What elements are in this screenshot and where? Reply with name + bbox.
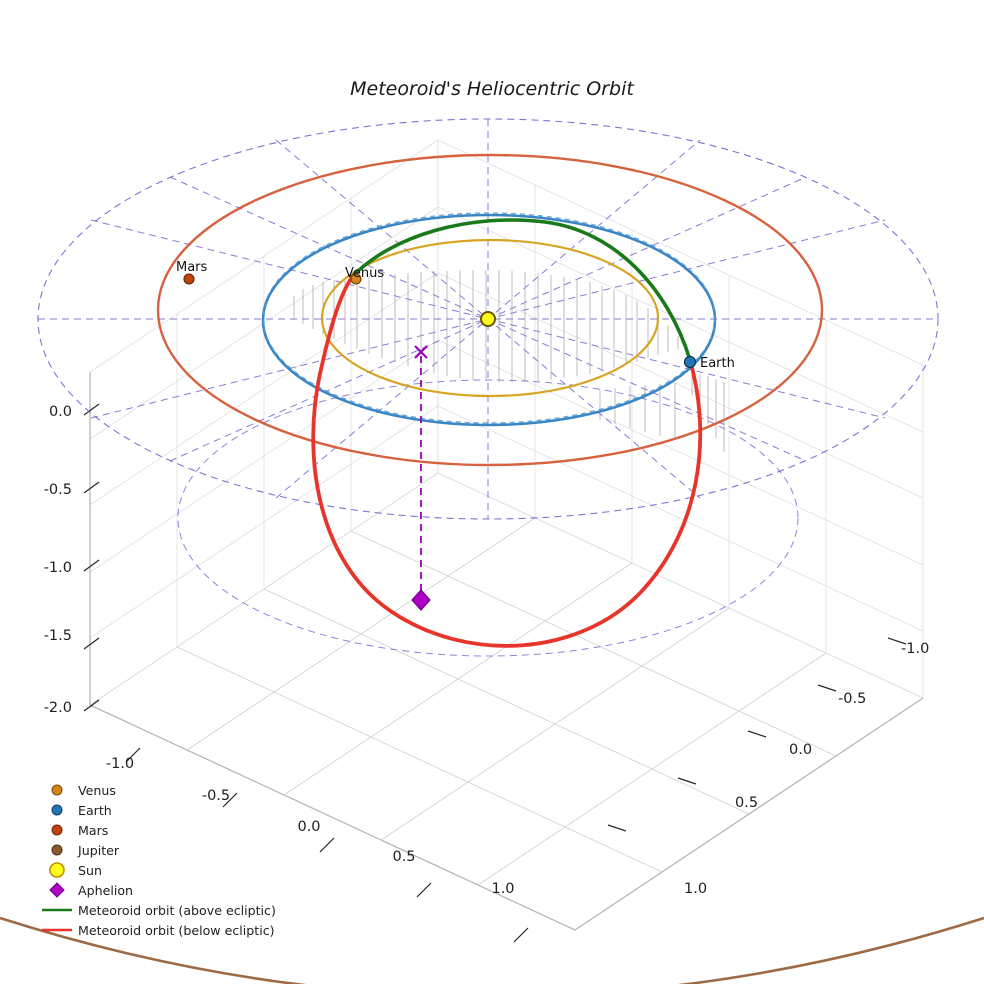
x-axis-spine bbox=[89, 704, 576, 931]
legend-item-jupiter[interactable]: Jupiter bbox=[51, 843, 120, 858]
meteoroid-orbit-below-ecliptic bbox=[311, 275, 703, 648]
venus-orbit bbox=[320, 238, 660, 398]
aphelion-diamond-marker bbox=[411, 589, 431, 611]
legend-label-earth: Earth bbox=[78, 803, 112, 818]
legend-item-mars[interactable]: Mars bbox=[51, 823, 108, 838]
aphelion-legend-icon bbox=[49, 882, 65, 898]
y-tick-4: 1.0 bbox=[684, 881, 707, 897]
x-tick-2: 0.0 bbox=[297, 819, 320, 835]
y-tick-0: -1.0 bbox=[901, 641, 929, 657]
mars-orbit bbox=[156, 153, 824, 467]
legend-label-mars: Mars bbox=[78, 823, 108, 838]
legend-item-meteoroid-below[interactable]: Meteoroid orbit (below ecliptic) bbox=[42, 923, 275, 938]
x-tick-3: 0.5 bbox=[392, 849, 415, 865]
aphelion-indicator bbox=[411, 345, 431, 611]
legend-item-sun[interactable]: Sun bbox=[49, 862, 102, 878]
venus-label: Venus bbox=[345, 266, 384, 281]
jupiter-orbit-projection bbox=[177, 379, 799, 657]
z-tick-3: -1.5 bbox=[44, 628, 72, 644]
x-tick-0: -1.0 bbox=[106, 756, 134, 772]
sun-legend-icon bbox=[49, 862, 65, 878]
legend-label-sun: Sun bbox=[78, 863, 102, 878]
y-axis-spine bbox=[574, 697, 924, 931]
legend-label-aphelion: Aphelion bbox=[78, 883, 133, 898]
y-tick-1: -0.5 bbox=[838, 691, 866, 707]
mars-marker bbox=[183, 273, 195, 285]
mars-label: Mars bbox=[176, 260, 208, 275]
tick-marks bbox=[83, 403, 907, 943]
z-tick-0: 0.0 bbox=[49, 404, 72, 420]
x-axis-tick-labels: -1.0 -0.5 0.0 0.5 1.0 bbox=[106, 756, 515, 897]
y-tick-2: 0.0 bbox=[789, 742, 812, 758]
earth-marker bbox=[683, 355, 697, 369]
meteoroid-orbit bbox=[311, 218, 703, 648]
x-tick-4: 1.0 bbox=[491, 881, 514, 897]
aphelion-projection-x-marker bbox=[414, 345, 428, 359]
sun-marker bbox=[480, 311, 496, 327]
earth-legend-icon bbox=[51, 804, 63, 816]
legend-label-jupiter: Jupiter bbox=[77, 843, 120, 858]
chart-title: Meteoroid's Heliocentric Orbit bbox=[350, 78, 635, 100]
legend-label-meteoroid-below: Meteoroid orbit (below ecliptic) bbox=[78, 923, 275, 938]
legend-item-venus[interactable]: Venus bbox=[51, 783, 116, 798]
jupiter-legend-icon bbox=[51, 844, 63, 856]
legend[interactable]: Venus Earth Mars Jupiter Sun Aphelion bbox=[42, 783, 276, 938]
earth-label: Earth bbox=[700, 356, 735, 371]
venus-marker bbox=[350, 273, 362, 285]
legend-label-venus: Venus bbox=[78, 783, 116, 798]
y-tick-3: 0.5 bbox=[735, 795, 758, 811]
earth-orbit bbox=[261, 212, 717, 427]
legend-item-earth[interactable]: Earth bbox=[51, 803, 112, 818]
planet-markers: Venus Earth Mars bbox=[176, 260, 735, 371]
legend-item-meteoroid-above[interactable]: Meteoroid orbit (above ecliptic) bbox=[42, 903, 276, 918]
y-axis-tick-labels: -1.0 -0.5 0.0 0.5 1.0 bbox=[684, 641, 929, 897]
mars-legend-icon bbox=[51, 824, 63, 836]
x-tick-1: -0.5 bbox=[202, 788, 230, 804]
legend-item-aphelion[interactable]: Aphelion bbox=[49, 882, 133, 898]
legend-label-meteoroid-above: Meteoroid orbit (above ecliptic) bbox=[78, 903, 276, 918]
meteoroid-stem-lines bbox=[293, 270, 725, 452]
z-tick-2: -1.0 bbox=[44, 560, 72, 576]
z-tick-4: -2.0 bbox=[44, 700, 72, 716]
z-axis-tick-labels: 0.0 -0.5 -1.0 -1.5 -2.0 bbox=[44, 404, 72, 716]
jupiter-orbit-arc bbox=[0, 916, 984, 984]
venus-legend-icon bbox=[51, 784, 63, 796]
z-tick-1: -0.5 bbox=[44, 482, 72, 498]
meteoroid-orbit-above-ecliptic bbox=[350, 218, 692, 362]
